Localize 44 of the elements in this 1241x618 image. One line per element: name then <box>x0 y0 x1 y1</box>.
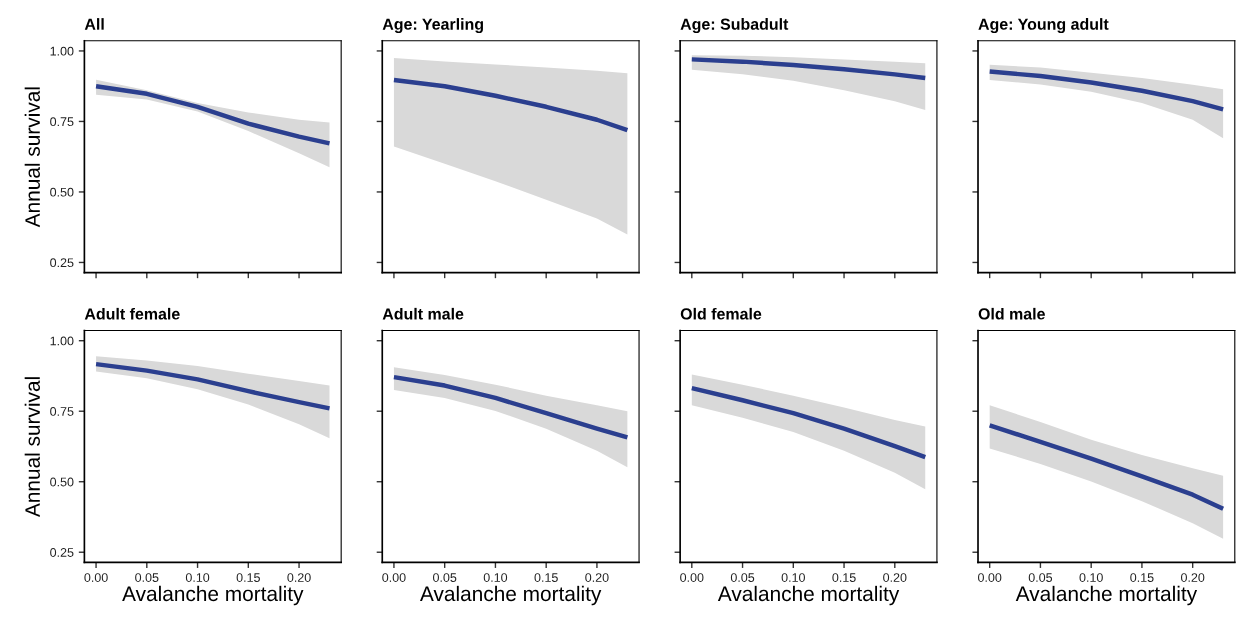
chart-title: Age: Yearling <box>382 18 483 34</box>
x-tick-label: 0.10 <box>1079 573 1103 582</box>
x-tick-label: 0.15 <box>832 573 856 582</box>
chart-title: Adult male <box>382 307 464 320</box>
x-tick-label: 0.20 <box>287 573 311 582</box>
y-tick-label: 0.25 <box>50 258 74 268</box>
line-series <box>93 361 332 411</box>
x-tick-label: 0.05 <box>135 573 159 582</box>
chart-title: All <box>84 18 104 30</box>
x-tick-label: 0.15 <box>1130 573 1154 582</box>
x-tick-label: 0.00 <box>680 573 704 582</box>
line-series <box>93 83 332 146</box>
x-tick-label: 0.05 <box>730 573 755 582</box>
x-tick-label: 0.05 <box>433 573 457 582</box>
chart-title: Age: Subadult <box>680 18 789 34</box>
y-tick-label: 1.00 <box>50 46 74 56</box>
x-tick-label: 0.05 <box>1028 573 1053 582</box>
y-axis-title: Annual survival <box>24 377 40 518</box>
x-tick-label: 0.00 <box>978 573 1002 582</box>
chart-title: Old male <box>978 307 1045 320</box>
x-axis-title: Avalanche mortality <box>1015 585 1198 606</box>
y-tick-label: 1.00 <box>50 336 74 346</box>
y-tick-label: 0.50 <box>50 477 74 487</box>
x-tick-label: 0.10 <box>185 573 210 582</box>
y-tick-label: 0.50 <box>50 187 74 197</box>
x-tick-label: 0.00 <box>84 573 108 582</box>
chart-title: Adult female <box>84 307 180 320</box>
y-axis-title: Annual survival <box>24 87 40 228</box>
chart-title: Age: Young adult <box>978 18 1109 34</box>
x-tick-label: 0.00 <box>382 573 406 582</box>
x-tick-label: 0.20 <box>883 573 907 582</box>
x-tick-label: 0.20 <box>1181 573 1205 582</box>
x-tick-label: 0.10 <box>483 573 508 582</box>
y-tick-label: 0.75 <box>50 407 74 416</box>
x-tick-label: 0.10 <box>781 573 805 582</box>
x-tick-label: 0.20 <box>585 573 609 582</box>
x-axis-title: Avalanche mortality <box>717 585 900 606</box>
y-tick-label: 0.25 <box>50 548 74 557</box>
x-axis-title: Avalanche mortality <box>122 585 304 606</box>
y-tick-label: 0.75 <box>50 117 74 127</box>
x-tick-label: 0.15 <box>534 573 558 582</box>
chart-title: Old female <box>680 307 762 320</box>
x-axis-title: Avalanche mortality <box>419 585 602 606</box>
x-tick-label: 0.15 <box>236 573 260 582</box>
